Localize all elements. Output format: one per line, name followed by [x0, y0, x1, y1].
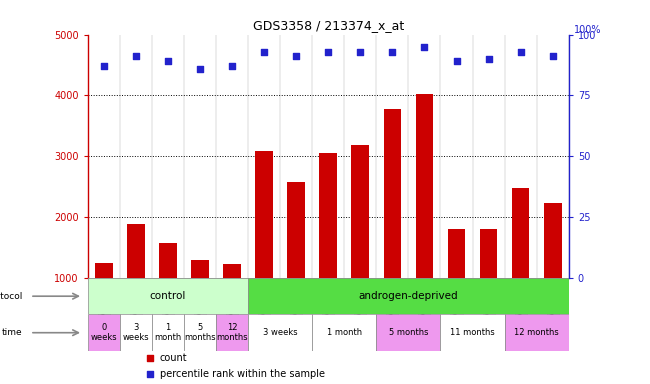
Bar — [384, 109, 401, 278]
Title: GDS3358 / 213374_x_at: GDS3358 / 213374_x_at — [253, 19, 404, 32]
Point — [484, 56, 494, 62]
Text: count: count — [160, 353, 187, 363]
Bar — [191, 260, 209, 278]
Bar — [544, 203, 562, 278]
Point — [547, 53, 558, 60]
Point — [291, 53, 302, 60]
Point — [323, 48, 333, 55]
Bar — [415, 94, 434, 278]
Text: 5
months: 5 months — [184, 323, 216, 342]
Text: 1
month: 1 month — [154, 323, 181, 342]
Text: androgen-deprived: androgen-deprived — [359, 291, 458, 301]
Bar — [248, 278, 569, 314]
Bar — [512, 189, 530, 278]
Point — [131, 53, 141, 60]
Text: 3
weeks: 3 weeks — [123, 323, 149, 342]
Bar — [287, 182, 305, 278]
Bar — [312, 314, 376, 351]
Point — [259, 48, 269, 55]
Text: 0
weeks: 0 weeks — [90, 323, 117, 342]
Bar — [319, 152, 337, 278]
Bar — [95, 263, 112, 278]
Bar — [88, 278, 248, 314]
Text: control: control — [150, 291, 186, 301]
Point — [162, 58, 173, 65]
Point — [451, 58, 462, 65]
Bar — [376, 314, 441, 351]
Bar — [248, 314, 312, 351]
Bar — [223, 264, 241, 278]
Text: time: time — [2, 328, 23, 337]
Point — [515, 48, 526, 55]
Bar — [88, 314, 120, 351]
Point — [195, 66, 205, 72]
Point — [145, 355, 155, 361]
Point — [99, 63, 109, 69]
Text: growth protocol: growth protocol — [0, 292, 23, 301]
Text: 1 month: 1 month — [327, 328, 362, 337]
Bar — [480, 229, 497, 278]
Text: 12 months: 12 months — [514, 328, 559, 337]
Point — [387, 48, 398, 55]
Text: 5 months: 5 months — [389, 328, 428, 337]
Text: 12
months: 12 months — [216, 323, 248, 342]
Text: 3 weeks: 3 weeks — [263, 328, 298, 337]
Text: 100%: 100% — [573, 25, 601, 35]
Point — [419, 44, 430, 50]
Bar — [184, 314, 216, 351]
Bar — [120, 314, 152, 351]
Bar — [152, 314, 184, 351]
Point — [145, 371, 155, 377]
Bar — [127, 224, 145, 278]
Text: 11 months: 11 months — [450, 328, 495, 337]
Text: percentile rank within the sample: percentile rank within the sample — [160, 369, 325, 379]
Bar — [448, 229, 465, 278]
Point — [355, 48, 365, 55]
Point — [227, 63, 237, 69]
Bar — [159, 243, 177, 278]
Bar — [504, 314, 569, 351]
Bar — [441, 314, 504, 351]
Bar — [255, 151, 273, 278]
Bar — [216, 314, 248, 351]
Bar — [352, 145, 369, 278]
